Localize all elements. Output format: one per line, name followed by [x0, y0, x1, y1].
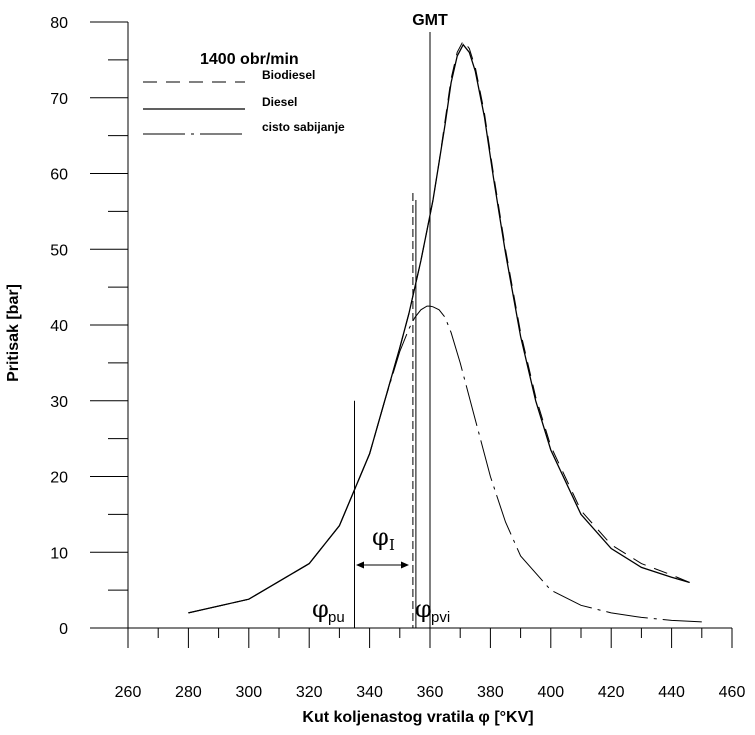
gmt-label: GMT	[412, 12, 448, 29]
y-tick-label: 0	[59, 621, 68, 638]
legend-label-cisto-sabijanje: cisto sabijanje	[262, 120, 345, 134]
phi-i-arrowhead-left	[356, 561, 364, 569]
y-tick-label: 70	[50, 91, 68, 108]
x-tick-label: 340	[356, 684, 383, 701]
legend: 1400 obr/min Biodiesel Diesel cisto sabi…	[143, 51, 345, 135]
x-tick-label: 360	[417, 684, 444, 701]
x-tick-label: 380	[477, 684, 504, 701]
x-tick-label: 460	[719, 684, 746, 701]
phi-i-interval-arrow	[356, 561, 409, 569]
phi-i-subscript: I	[389, 536, 395, 554]
phi-i-annotation: φ I	[372, 523, 395, 554]
phi-pvi-subscript: pvi	[431, 609, 450, 626]
y-tick-label: 40	[50, 318, 68, 335]
y-tick-label: 50	[50, 242, 68, 259]
phi-pu-subscript: pu	[328, 609, 345, 626]
x-tick-label: 420	[598, 684, 625, 701]
vertical-marker-lines	[354, 32, 431, 628]
phi-pu-annotation: φ pu	[312, 595, 345, 626]
y-tick-label: 20	[50, 470, 68, 487]
legend-label-diesel: Diesel	[262, 95, 297, 109]
y-tick-label: 60	[50, 167, 68, 184]
phi-pvi-annotation: φ pvi	[415, 595, 450, 626]
y-tick-label: 80	[50, 15, 68, 32]
phi-pu-symbol: φ	[312, 595, 329, 623]
y-tick-label: 30	[50, 394, 68, 411]
x-tick-label: 300	[235, 684, 262, 701]
phi-pvi-symbol: φ	[415, 595, 432, 623]
phi-i-symbol: φ	[372, 523, 389, 551]
x-axis-title: Kut koljenastog vratila φ [°KV]	[302, 709, 533, 726]
legend-title: 1400 obr/min	[200, 51, 299, 68]
x-tick-label: 260	[115, 684, 142, 701]
y-axis-title: Pritisak [bar]	[5, 284, 22, 382]
x-tick-label: 400	[537, 684, 564, 701]
series-layer	[188, 39, 702, 623]
axes: 260 280 300 320 340 360 380 400 420 440 460 0 10 20 30…	[50, 15, 745, 701]
phi-i-arrowhead-right	[401, 561, 409, 569]
x-tick-label: 440	[658, 684, 685, 701]
series-line-cisto-sabijanje	[188, 305, 702, 623]
y-tick-label: 10	[50, 545, 68, 562]
x-tick-label: 320	[296, 684, 323, 701]
x-tick-label: 280	[175, 684, 202, 701]
legend-label-biodiesel: Biodiesel	[262, 68, 315, 82]
